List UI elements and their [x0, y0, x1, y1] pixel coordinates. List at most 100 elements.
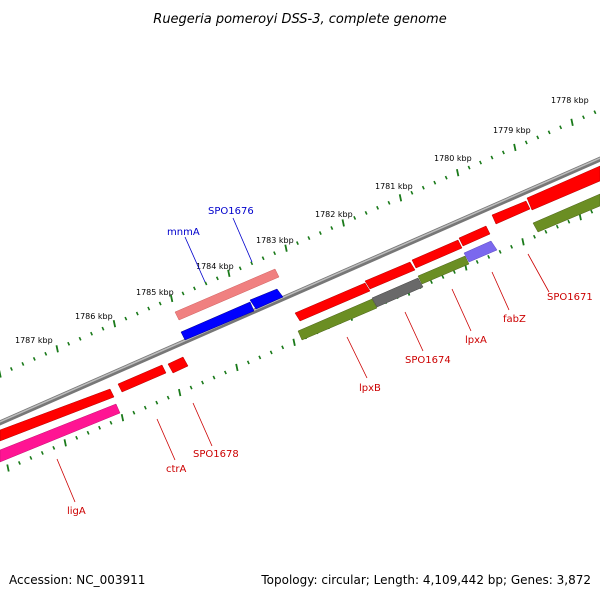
ruler-major-tick — [55, 345, 59, 353]
ruler-minor-tick — [593, 110, 597, 115]
ruler-minor-tick — [318, 231, 322, 235]
gene-label-SPO1676: SPO1676 — [208, 206, 254, 217]
ruler-major-tick — [178, 388, 182, 397]
gene-fabZ[interactable] — [463, 240, 498, 263]
gene-SPO1676-blue[interactable] — [249, 288, 284, 310]
ruler-minor-tick — [135, 311, 139, 316]
gene-lpxA[interactable] — [417, 255, 470, 285]
gene-red-6[interactable] — [526, 165, 600, 211]
ruler-minor-tick — [524, 140, 528, 145]
ruler-minor-tick — [98, 425, 102, 430]
ruler-minor-tick — [223, 370, 227, 375]
ruler-minor-tick — [204, 281, 208, 286]
gene-labels: SPO1676 mnmA SPO1671 fabZ lpxA SPO1674 l… — [67, 206, 593, 517]
ruler-major-tick — [284, 244, 288, 252]
ruler-major-tick — [112, 319, 117, 328]
ruler-minor-tick — [193, 286, 196, 291]
outer-ruler — [0, 110, 597, 378]
kbp-label: 1779 kbp — [493, 126, 531, 135]
gene-red-2[interactable] — [364, 261, 416, 290]
ruler-minor-tick — [132, 410, 136, 415]
gene-red-3[interactable] — [411, 239, 463, 269]
gene-lpxB[interactable] — [297, 298, 378, 341]
ruler-minor-tick — [487, 254, 491, 259]
gene-label-SPO1678: SPO1678 — [193, 449, 239, 460]
ruler-minor-tick — [559, 125, 563, 130]
ruler-minor-tick — [90, 331, 93, 336]
ruler-minor-tick — [143, 405, 147, 410]
kbp-label: 1781 kbp — [375, 182, 413, 191]
ruler-major-tick — [341, 219, 345, 227]
ruler-major-tick — [63, 439, 67, 447]
gene-ligA-red[interactable] — [0, 388, 115, 442]
genome-backbone — [0, 156, 600, 426]
ruler-major-tick — [398, 194, 403, 202]
ruler-minor-tick — [158, 301, 162, 306]
ruler-minor-tick — [201, 380, 205, 385]
kbp-label: 1784 kbp — [196, 262, 234, 271]
ruler-minor-tick — [40, 450, 44, 455]
ruler-minor-tick — [498, 249, 502, 254]
ruler-major-tick — [0, 370, 2, 378]
ruler-minor-tick — [281, 345, 285, 350]
ruler-minor-tick — [155, 400, 159, 405]
ruler-minor-tick — [246, 360, 250, 365]
ruler-minor-tick — [124, 316, 128, 321]
ruler-minor-tick — [582, 115, 585, 120]
accession-text: Accession: NC_003911 — [9, 573, 146, 587]
ruler-minor-tick — [189, 385, 193, 390]
ruler-minor-tick — [353, 216, 357, 220]
gene-label-fabZ: fabZ — [503, 314, 526, 325]
gene-label-lpxB: lpxB — [359, 383, 381, 394]
gene-red-4[interactable] — [458, 225, 491, 247]
ruler-major-tick — [170, 294, 174, 303]
topology-text: Topology: circular; Length: 4,109,442 bp… — [261, 573, 591, 587]
ruler-minor-tick — [547, 130, 551, 135]
ruler-minor-tick — [364, 210, 368, 215]
ruler-minor-tick — [273, 251, 277, 256]
gene-SPO1671[interactable] — [532, 193, 600, 233]
ruler-minor-tick — [536, 135, 540, 140]
ruler-minor-tick — [567, 219, 571, 224]
ruler-minor-tick — [52, 445, 56, 450]
gene-label-mnmA: mnmA — [167, 227, 200, 238]
gene-mnmA[interactable] — [180, 301, 255, 341]
ruler-minor-tick — [452, 270, 456, 274]
kbp-label: 1782 kbp — [315, 210, 353, 219]
gene-label-ctrA: ctrA — [166, 464, 187, 475]
ruler-minor-tick — [9, 367, 13, 371]
ruler-minor-tick — [86, 430, 90, 435]
gene-red-1[interactable] — [294, 282, 371, 322]
genes-forward — [0, 165, 600, 442]
gene-red-5[interactable] — [491, 200, 531, 225]
gene-label-SPO1671: SPO1671 — [547, 292, 593, 303]
gene-SPO1678[interactable] — [167, 356, 189, 374]
ruler-minor-tick — [166, 395, 170, 400]
kbp-label: 1785 kbp — [136, 288, 174, 297]
ruler-minor-tick — [261, 256, 265, 261]
ruler-major-tick — [570, 118, 574, 126]
gene-SPO1674[interactable] — [371, 277, 424, 308]
gene-SPO1676[interactable] — [174, 268, 280, 321]
gene-ctrA[interactable] — [117, 364, 167, 393]
ruler-minor-tick — [387, 200, 391, 205]
ruler-minor-tick — [212, 375, 216, 380]
ruler-minor-tick — [258, 355, 262, 360]
ruler-minor-tick — [330, 226, 334, 230]
ruler-minor-tick — [441, 275, 445, 279]
gene-ligA[interactable] — [0, 403, 121, 463]
ruler-minor-tick — [433, 180, 437, 185]
ruler-minor-tick — [296, 241, 299, 246]
ruler-minor-tick — [75, 435, 79, 440]
ruler-minor-tick — [467, 165, 471, 170]
ruler-minor-tick — [269, 350, 273, 355]
ruler-minor-tick — [238, 266, 242, 271]
ruler-minor-tick — [590, 209, 594, 214]
ruler-minor-tick — [421, 185, 425, 190]
gene-label-ligA: ligA — [67, 506, 86, 517]
ruler-major-tick — [6, 464, 10, 472]
ruler-minor-tick — [479, 160, 483, 165]
ruler-minor-tick — [533, 234, 536, 239]
ruler-major-tick — [235, 363, 239, 372]
